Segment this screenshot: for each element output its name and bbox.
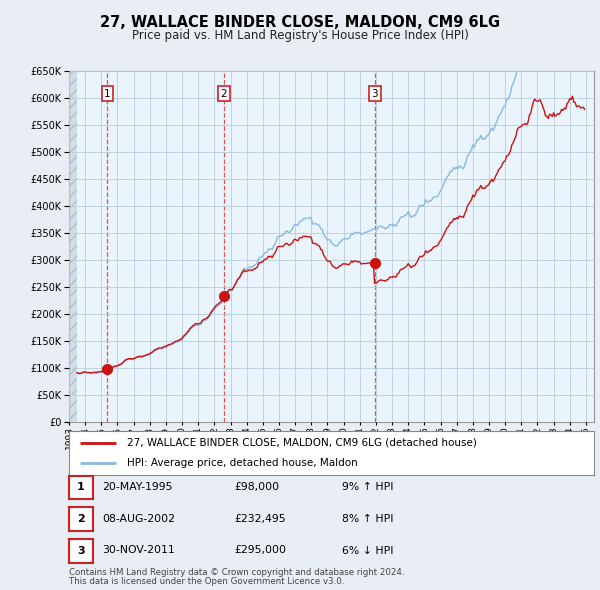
Text: 27, WALLACE BINDER CLOSE, MALDON, CM9 6LG (detached house): 27, WALLACE BINDER CLOSE, MALDON, CM9 6L… bbox=[127, 438, 476, 448]
Text: Contains HM Land Registry data © Crown copyright and database right 2024.: Contains HM Land Registry data © Crown c… bbox=[69, 568, 404, 577]
Text: 27, WALLACE BINDER CLOSE, MALDON, CM9 6LG: 27, WALLACE BINDER CLOSE, MALDON, CM9 6L… bbox=[100, 15, 500, 30]
Text: £98,000: £98,000 bbox=[234, 482, 279, 491]
Text: 8% ↑ HPI: 8% ↑ HPI bbox=[342, 514, 394, 523]
Text: 2: 2 bbox=[221, 88, 227, 99]
Text: This data is licensed under the Open Government Licence v3.0.: This data is licensed under the Open Gov… bbox=[69, 578, 344, 586]
Text: 20-MAY-1995: 20-MAY-1995 bbox=[102, 482, 173, 491]
Bar bbox=[69, 71, 77, 422]
Text: 1: 1 bbox=[104, 88, 111, 99]
Text: 2: 2 bbox=[77, 514, 85, 524]
Text: Price paid vs. HM Land Registry's House Price Index (HPI): Price paid vs. HM Land Registry's House … bbox=[131, 30, 469, 42]
Text: £232,495: £232,495 bbox=[234, 514, 286, 523]
Text: 08-AUG-2002: 08-AUG-2002 bbox=[102, 514, 175, 523]
Text: 1: 1 bbox=[77, 483, 85, 492]
Text: 6% ↓ HPI: 6% ↓ HPI bbox=[342, 546, 394, 555]
Text: 30-NOV-2011: 30-NOV-2011 bbox=[102, 546, 175, 555]
Text: 3: 3 bbox=[371, 88, 378, 99]
Text: 3: 3 bbox=[77, 546, 85, 556]
Text: £295,000: £295,000 bbox=[234, 546, 286, 555]
Text: HPI: Average price, detached house, Maldon: HPI: Average price, detached house, Mald… bbox=[127, 458, 358, 468]
Text: 9% ↑ HPI: 9% ↑ HPI bbox=[342, 482, 394, 491]
